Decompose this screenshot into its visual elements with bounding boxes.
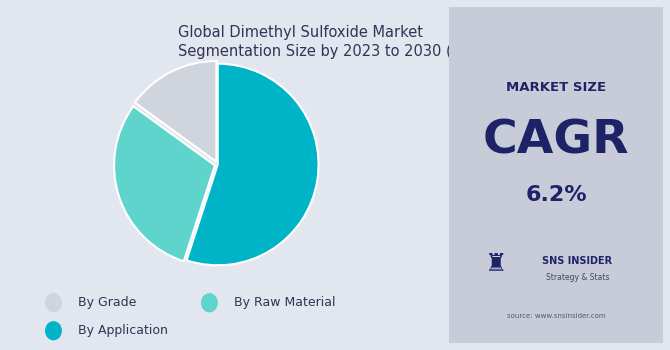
Text: By Raw Material: By Raw Material [234,296,336,309]
Text: By Grade: By Grade [78,296,137,309]
Ellipse shape [201,293,218,312]
Ellipse shape [45,321,62,340]
Wedge shape [114,106,215,261]
Text: MARKET SIZE: MARKET SIZE [506,81,606,94]
Text: CAGR: CAGR [483,119,629,164]
Wedge shape [135,61,216,162]
Wedge shape [187,64,318,265]
Ellipse shape [45,293,62,312]
Text: Global Dimethyl Sulfoxide Market
Segmentation Size by 2023 to 2030 (%): Global Dimethyl Sulfoxide Market Segment… [178,25,472,59]
Text: By Application: By Application [78,324,168,337]
Text: source: www.snsinsider.com: source: www.snsinsider.com [507,313,606,319]
Text: Strategy & Stats: Strategy & Stats [546,273,609,282]
FancyBboxPatch shape [438,0,670,350]
Text: SNS INSIDER: SNS INSIDER [543,256,612,266]
Text: ♜: ♜ [485,252,507,276]
Text: 6.2%: 6.2% [525,185,587,205]
